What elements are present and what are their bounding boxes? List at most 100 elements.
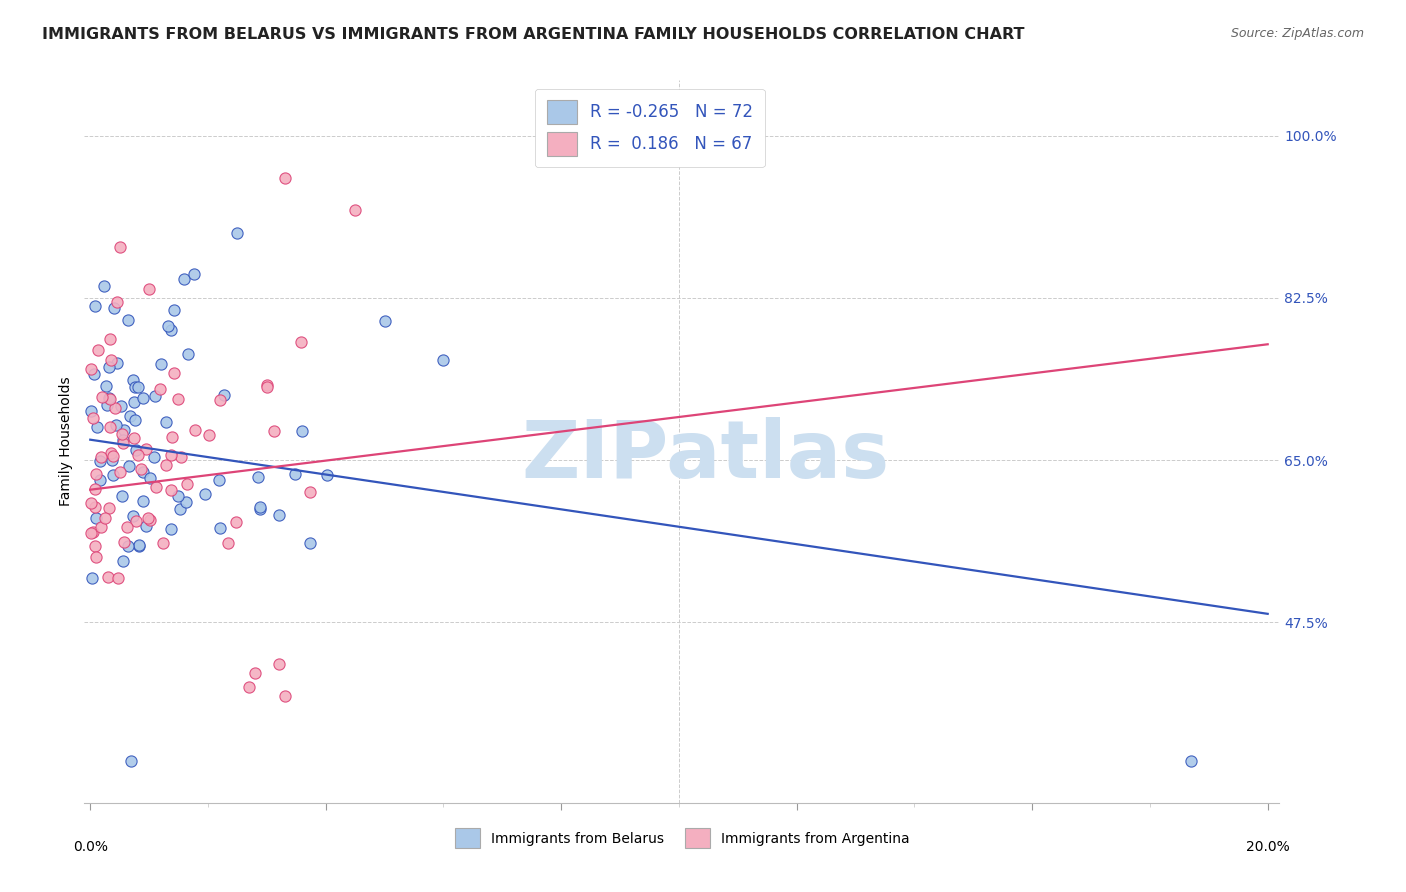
Text: 20.0%: 20.0% bbox=[1246, 840, 1289, 854]
Point bbox=[176, 477, 198, 491]
Point bbox=[121, 508, 143, 523]
Point bbox=[160, 430, 183, 444]
Point bbox=[90, 520, 112, 534]
Point bbox=[93, 279, 115, 293]
Point bbox=[100, 446, 122, 460]
Point bbox=[98, 332, 121, 346]
Point bbox=[84, 549, 107, 564]
Point bbox=[163, 366, 186, 380]
Point bbox=[110, 426, 132, 441]
Point bbox=[110, 400, 132, 414]
Point bbox=[89, 454, 111, 468]
Point bbox=[80, 525, 103, 540]
Legend: Immigrants from Belarus, Immigrants from Argentina: Immigrants from Belarus, Immigrants from… bbox=[449, 823, 915, 854]
Point bbox=[84, 500, 107, 514]
Point bbox=[142, 450, 165, 464]
Point bbox=[111, 554, 134, 568]
Point bbox=[121, 373, 143, 387]
Point bbox=[291, 424, 314, 438]
Point bbox=[80, 571, 103, 585]
Point bbox=[1180, 754, 1202, 768]
Point bbox=[166, 489, 188, 503]
Point bbox=[128, 540, 150, 554]
Point bbox=[149, 382, 172, 396]
Point bbox=[125, 443, 148, 458]
Point bbox=[238, 680, 260, 694]
Point bbox=[246, 469, 269, 483]
Point bbox=[263, 424, 285, 438]
Point bbox=[82, 524, 104, 539]
Point bbox=[80, 496, 103, 510]
Point bbox=[138, 513, 160, 527]
Point bbox=[86, 420, 108, 434]
Point bbox=[225, 515, 247, 529]
Point bbox=[217, 536, 239, 550]
Point bbox=[122, 394, 145, 409]
Point bbox=[83, 483, 105, 497]
Point bbox=[249, 502, 271, 516]
Point bbox=[98, 360, 121, 375]
Point bbox=[80, 362, 103, 376]
Point bbox=[155, 415, 177, 429]
Point bbox=[128, 538, 150, 552]
Point bbox=[104, 401, 127, 415]
Point bbox=[127, 448, 149, 462]
Point bbox=[97, 391, 120, 405]
Point bbox=[90, 390, 112, 404]
Point bbox=[125, 514, 148, 528]
Point bbox=[105, 418, 128, 433]
Point bbox=[159, 483, 181, 498]
Point bbox=[135, 442, 157, 457]
Point bbox=[226, 226, 249, 240]
Point bbox=[90, 450, 112, 464]
Point bbox=[150, 357, 173, 371]
Point bbox=[101, 453, 124, 467]
Point bbox=[152, 536, 174, 550]
Point bbox=[299, 536, 322, 550]
Point bbox=[84, 510, 107, 524]
Point bbox=[101, 449, 124, 463]
Point bbox=[129, 462, 152, 476]
Point bbox=[110, 466, 132, 480]
Point bbox=[159, 323, 181, 337]
Point bbox=[98, 419, 121, 434]
Text: Source: ZipAtlas.com: Source: ZipAtlas.com bbox=[1230, 27, 1364, 40]
Point bbox=[139, 471, 162, 485]
Point bbox=[159, 448, 181, 462]
Point bbox=[208, 473, 231, 487]
Point bbox=[249, 500, 271, 515]
Point bbox=[135, 519, 157, 533]
Point bbox=[84, 539, 107, 553]
Point bbox=[173, 272, 195, 286]
Point bbox=[112, 534, 135, 549]
Point bbox=[267, 657, 290, 671]
Point bbox=[269, 508, 291, 522]
Point bbox=[208, 392, 231, 407]
Point bbox=[138, 282, 160, 296]
Point bbox=[183, 267, 205, 281]
Point bbox=[94, 511, 117, 525]
Point bbox=[143, 388, 166, 402]
Point bbox=[344, 202, 367, 217]
Text: ZIPatlas: ZIPatlas bbox=[522, 417, 890, 495]
Point bbox=[209, 521, 232, 535]
Point bbox=[177, 346, 200, 360]
Point bbox=[111, 489, 134, 503]
Point bbox=[197, 428, 219, 442]
Point bbox=[290, 334, 312, 349]
Point bbox=[112, 435, 135, 450]
Point bbox=[174, 494, 197, 508]
Point bbox=[184, 424, 207, 438]
Point bbox=[118, 458, 141, 473]
Point bbox=[96, 379, 118, 393]
Point bbox=[86, 343, 108, 357]
Point bbox=[256, 378, 278, 392]
Text: IMMIGRANTS FROM BELARUS VS IMMIGRANTS FROM ARGENTINA FAMILY HOUSEHOLDS CORRELATI: IMMIGRANTS FROM BELARUS VS IMMIGRANTS FR… bbox=[42, 27, 1025, 42]
Point bbox=[169, 501, 191, 516]
Point bbox=[117, 539, 139, 553]
Point bbox=[284, 467, 307, 481]
Point bbox=[108, 240, 131, 254]
Point bbox=[115, 520, 138, 534]
Point bbox=[432, 353, 454, 368]
Point bbox=[299, 484, 322, 499]
